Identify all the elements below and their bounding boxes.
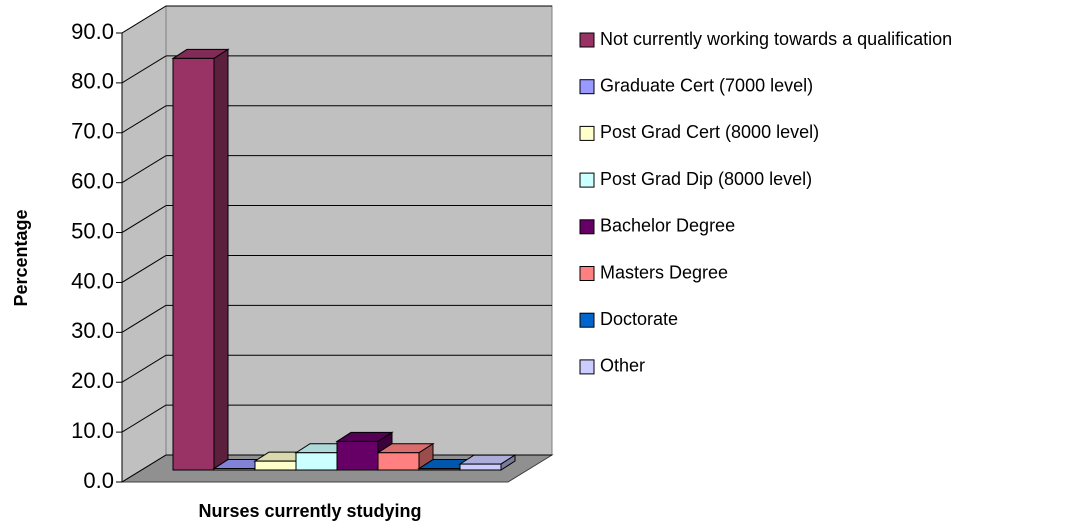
grid-line <box>121 5 167 34</box>
y-tick-label: 90.0 <box>71 19 114 44</box>
bar <box>254 460 297 471</box>
bar <box>336 440 379 471</box>
y-tick-label: 40.0 <box>71 268 114 293</box>
bar <box>377 452 420 471</box>
legend-swatch <box>579 125 595 141</box>
legend-label: Masters Degree <box>600 262 728 282</box>
y-tick-label: 0.0 <box>83 468 114 493</box>
legend-swatch <box>579 79 595 95</box>
bar <box>213 468 256 471</box>
y-tick-label: 80.0 <box>71 69 114 94</box>
legend-label: Bachelor Degree <box>600 216 735 236</box>
legend-label: Not currently working towards a qualific… <box>600 29 952 49</box>
bar <box>418 468 461 471</box>
legend-label: Graduate Cert (7000 level) <box>600 75 813 95</box>
bar <box>172 57 215 471</box>
grid-line <box>121 354 167 383</box>
grid-line <box>121 105 167 134</box>
legend-swatch <box>579 266 595 281</box>
legend-label: Post Grad Cert (8000 level) <box>600 122 819 142</box>
legend-swatch <box>579 312 595 328</box>
legend-swatch <box>579 359 595 375</box>
bar-side <box>213 48 229 471</box>
grid-line <box>121 205 167 233</box>
grid-line <box>121 454 167 483</box>
legend-swatch <box>579 172 595 188</box>
y-tick-label: 60.0 <box>71 168 114 193</box>
grid-line <box>121 304 167 333</box>
grid-line <box>121 55 167 84</box>
y-axis-title: Percentage <box>11 209 31 306</box>
legend-label: Doctorate <box>600 309 678 329</box>
y-tick-label: 50.0 <box>71 218 114 243</box>
y-tick-label: 20.0 <box>71 368 114 393</box>
y-tick-label: 70.0 <box>71 119 114 144</box>
grid-line <box>121 404 167 433</box>
y-tick-label: 10.0 <box>71 418 114 443</box>
legend-label: Post Grad Dip (8000 level) <box>600 169 812 189</box>
legend-swatch <box>579 219 595 235</box>
bar <box>295 452 338 471</box>
grid-line <box>121 155 167 184</box>
legend-label: Other <box>600 356 645 376</box>
legend-swatch <box>579 32 595 48</box>
bar <box>459 463 502 471</box>
y-tick-label: 30.0 <box>71 318 114 343</box>
x-axis-label: Nurses currently studying <box>198 501 421 521</box>
grid-line <box>121 255 167 283</box>
left-wall <box>121 5 167 483</box>
